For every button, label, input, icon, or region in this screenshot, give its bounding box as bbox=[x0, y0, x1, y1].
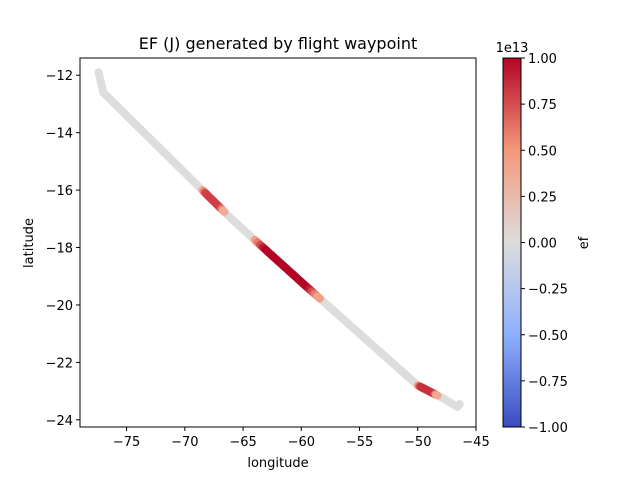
x-tick-label: −60 bbox=[288, 435, 315, 450]
colorbar-tick-label: −0.75 bbox=[528, 375, 568, 390]
colorbar-tick-label: 0.25 bbox=[528, 190, 557, 205]
y-tick-label: −24 bbox=[46, 414, 73, 429]
x-tick-label: −50 bbox=[404, 435, 431, 450]
axes-frame bbox=[79, 57, 477, 428]
x-axis-label: longitude bbox=[247, 456, 308, 471]
ef-segment-2-piece bbox=[313, 292, 324, 303]
y-tick-label: −12 bbox=[46, 69, 73, 84]
colorbar-tick-label: 1.00 bbox=[528, 52, 557, 67]
x-tick-label: −55 bbox=[346, 435, 373, 450]
plot-area bbox=[79, 57, 477, 428]
x-tick-label: −70 bbox=[171, 435, 198, 450]
colorbar-label: ef bbox=[577, 236, 592, 249]
colorbar-gradient bbox=[502, 57, 522, 428]
y-axis: −24 −22 −20 −18 −16 −14 −12 bbox=[46, 69, 80, 429]
y-tick-label: −22 bbox=[46, 356, 73, 371]
colorbar-tick-label: −1.00 bbox=[528, 421, 568, 436]
colorbar-tick-label: 0.75 bbox=[528, 98, 557, 113]
colorbar: 1.00 0.75 0.50 0.25 0.00 −0.25 −0.50 −0.75 −1.00… bbox=[496, 41, 592, 436]
colorbar-tick-label: −0.50 bbox=[528, 329, 568, 344]
colorbar-tick-label: −0.25 bbox=[528, 283, 568, 298]
colorbar-ticks: 1.00 0.75 0.50 0.25 0.00 −0.25 −0.50 −0.75 −1.00 bbox=[521, 52, 568, 436]
y-axis-label: latitude bbox=[22, 218, 37, 268]
y-tick-label: −20 bbox=[46, 299, 73, 314]
x-tick-label: −75 bbox=[113, 435, 140, 450]
y-tick-label: −14 bbox=[46, 127, 73, 142]
chart-title: EF (J) generated by flight waypoint bbox=[139, 34, 417, 53]
colorbar-tick-label: 0.00 bbox=[528, 237, 557, 252]
y-tick-label: −18 bbox=[46, 242, 73, 257]
y-tick-label: −16 bbox=[46, 184, 73, 199]
flight-path-line bbox=[94, 68, 464, 411]
flight-path bbox=[94, 68, 464, 411]
colorbar-offset-label: 1e13 bbox=[496, 41, 529, 56]
x-axis: −75 −70 −65 −60 −55 −50 −45 bbox=[113, 427, 490, 450]
x-tick-label: −65 bbox=[229, 435, 256, 450]
x-tick-label: −45 bbox=[462, 435, 489, 450]
ef-segment-1-piece bbox=[219, 207, 229, 216]
colorbar-tick-label: 0.50 bbox=[528, 144, 557, 159]
